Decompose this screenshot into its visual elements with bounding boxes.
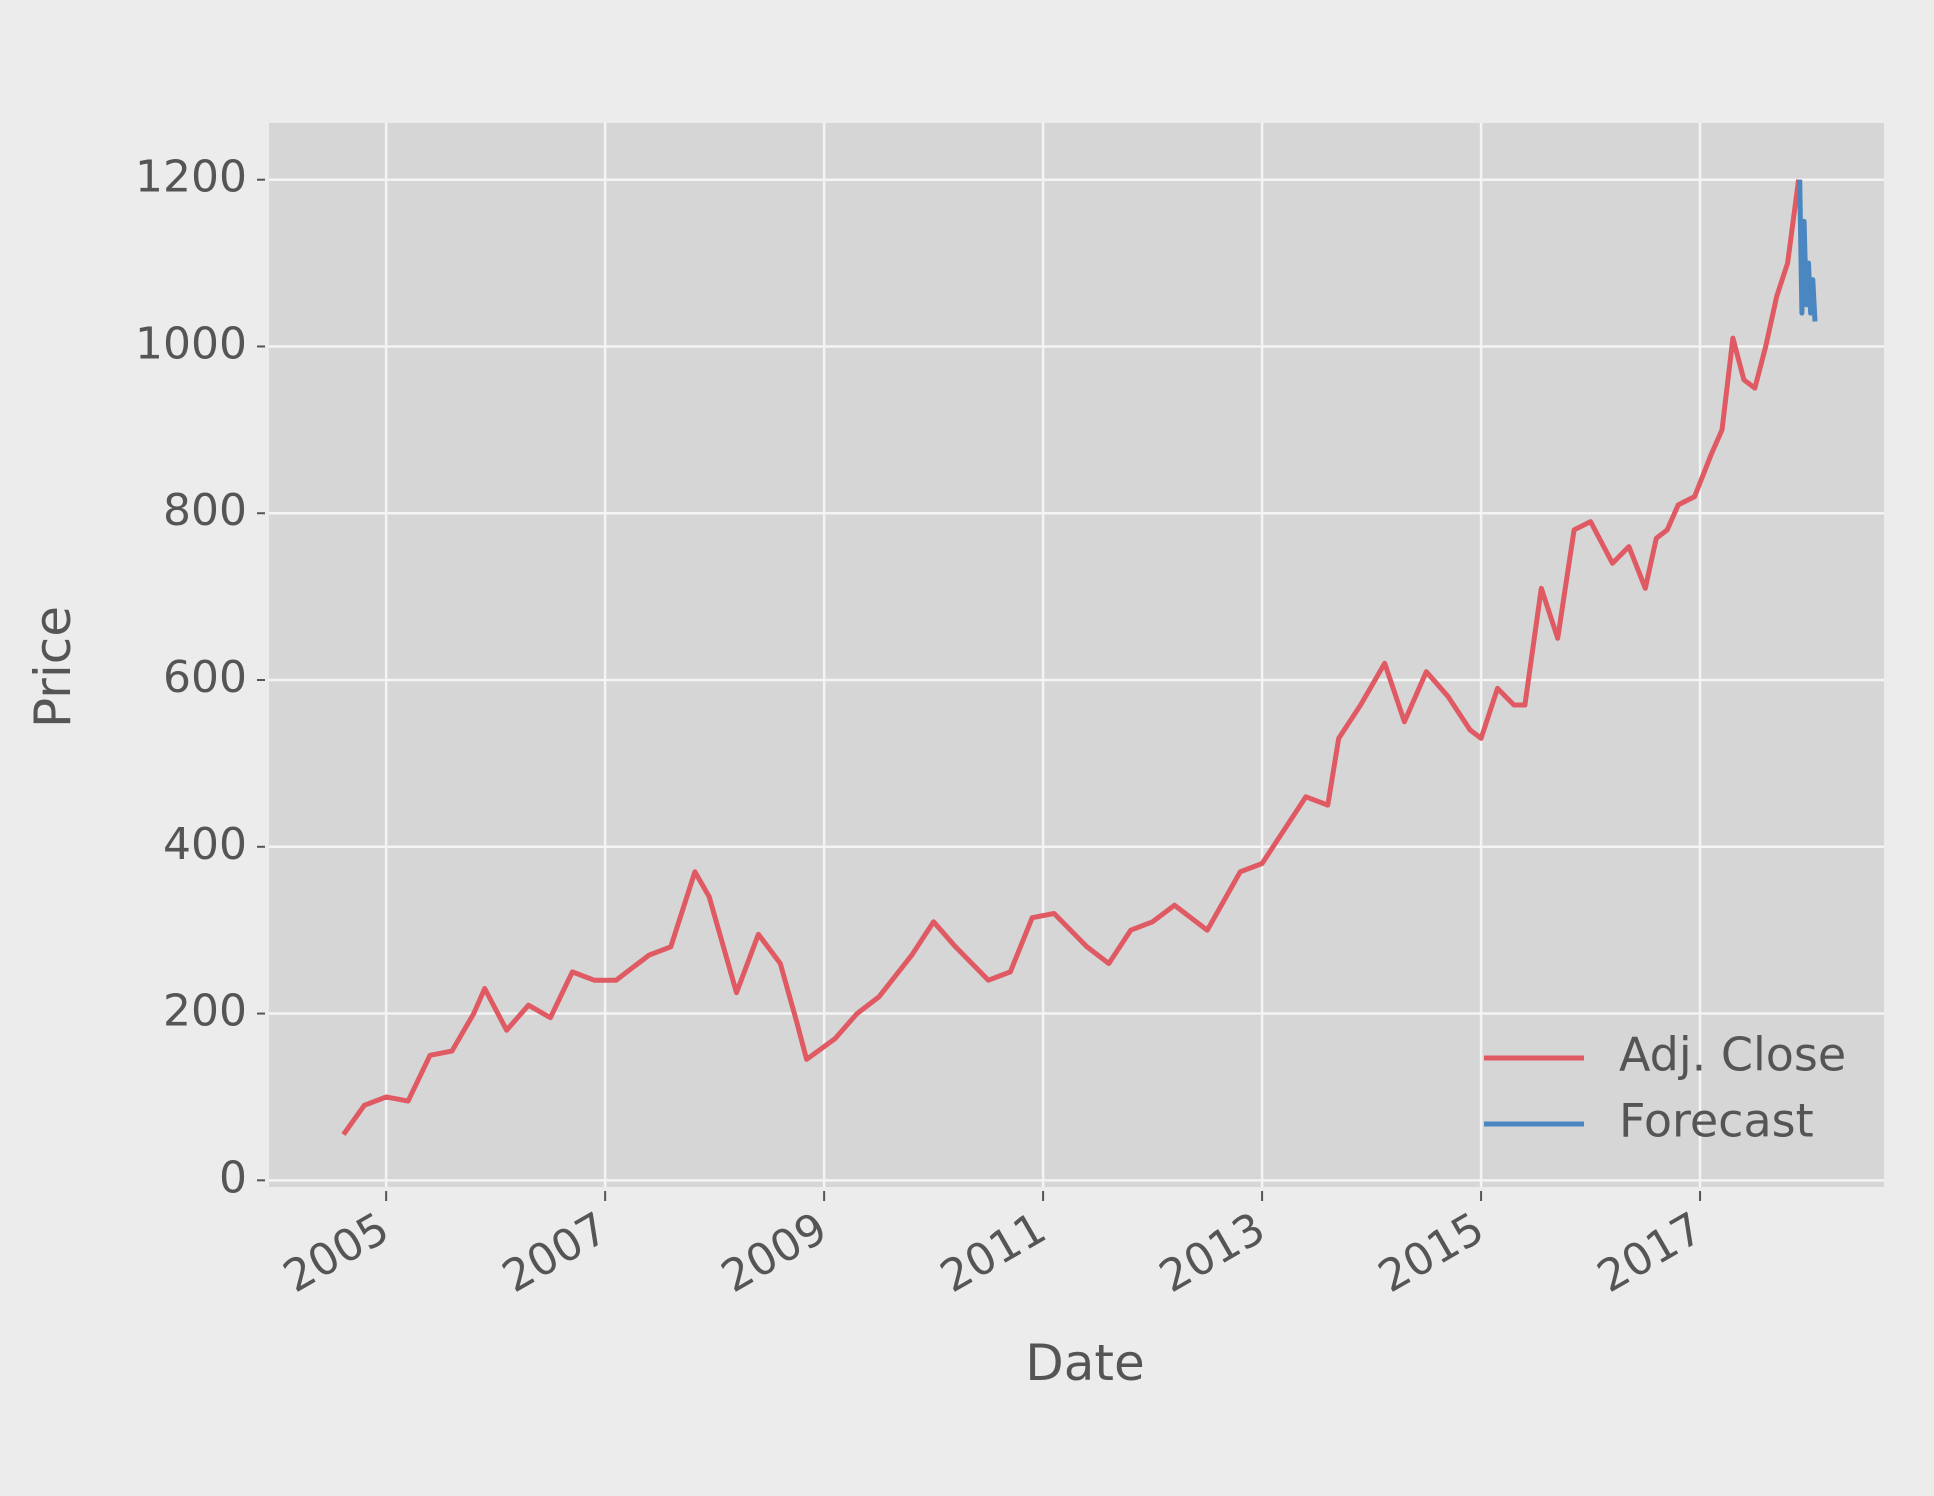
- y-tick-label: 400: [163, 819, 247, 870]
- y-tick-label: 1200: [135, 152, 247, 203]
- y-tick-label: 800: [163, 485, 247, 536]
- legend-label: Forecast: [1619, 1094, 1814, 1148]
- y-tick-label: 200: [163, 986, 247, 1037]
- y-tick-label: 0: [219, 1152, 247, 1203]
- series-line: [1797, 179, 1818, 322]
- legend-label: Adj. Close: [1619, 1028, 1846, 1082]
- y-axis-label: Price: [24, 606, 82, 728]
- series-line: [341, 179, 1802, 1136]
- x-axis-label: Date: [1025, 1334, 1145, 1392]
- y-tick-label: 1000: [135, 318, 247, 369]
- y-tick-label: 600: [163, 652, 247, 703]
